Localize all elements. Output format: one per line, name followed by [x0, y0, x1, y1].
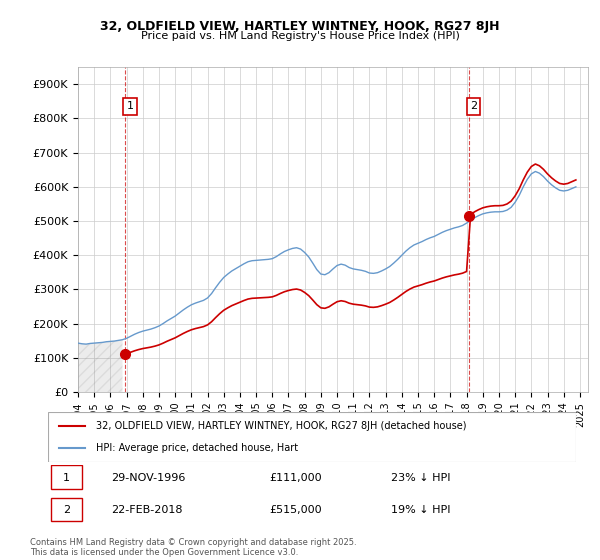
Text: Price paid vs. HM Land Registry's House Price Index (HPI): Price paid vs. HM Land Registry's House …: [140, 31, 460, 41]
Text: 2: 2: [470, 101, 477, 111]
Text: 1: 1: [127, 101, 133, 111]
Text: 19% ↓ HPI: 19% ↓ HPI: [391, 505, 451, 515]
Text: 22-FEB-2018: 22-FEB-2018: [112, 505, 183, 515]
FancyBboxPatch shape: [50, 465, 82, 489]
Text: 29-NOV-1996: 29-NOV-1996: [112, 473, 186, 483]
Text: 1: 1: [63, 473, 70, 483]
Text: 2: 2: [63, 505, 70, 515]
Text: £111,000: £111,000: [270, 473, 322, 483]
Text: 32, OLDFIELD VIEW, HARTLEY WINTNEY, HOOK, RG27 8JH (detached house): 32, OLDFIELD VIEW, HARTLEY WINTNEY, HOOK…: [95, 421, 466, 431]
FancyBboxPatch shape: [48, 412, 576, 462]
Text: 23% ↓ HPI: 23% ↓ HPI: [391, 473, 451, 483]
FancyBboxPatch shape: [50, 498, 82, 521]
Text: 32, OLDFIELD VIEW, HARTLEY WINTNEY, HOOK, RG27 8JH: 32, OLDFIELD VIEW, HARTLEY WINTNEY, HOOK…: [100, 20, 500, 32]
Text: £515,000: £515,000: [270, 505, 322, 515]
Text: Contains HM Land Registry data © Crown copyright and database right 2025.
This d: Contains HM Land Registry data © Crown c…: [30, 538, 356, 557]
Text: HPI: Average price, detached house, Hart: HPI: Average price, detached house, Hart: [95, 443, 298, 453]
